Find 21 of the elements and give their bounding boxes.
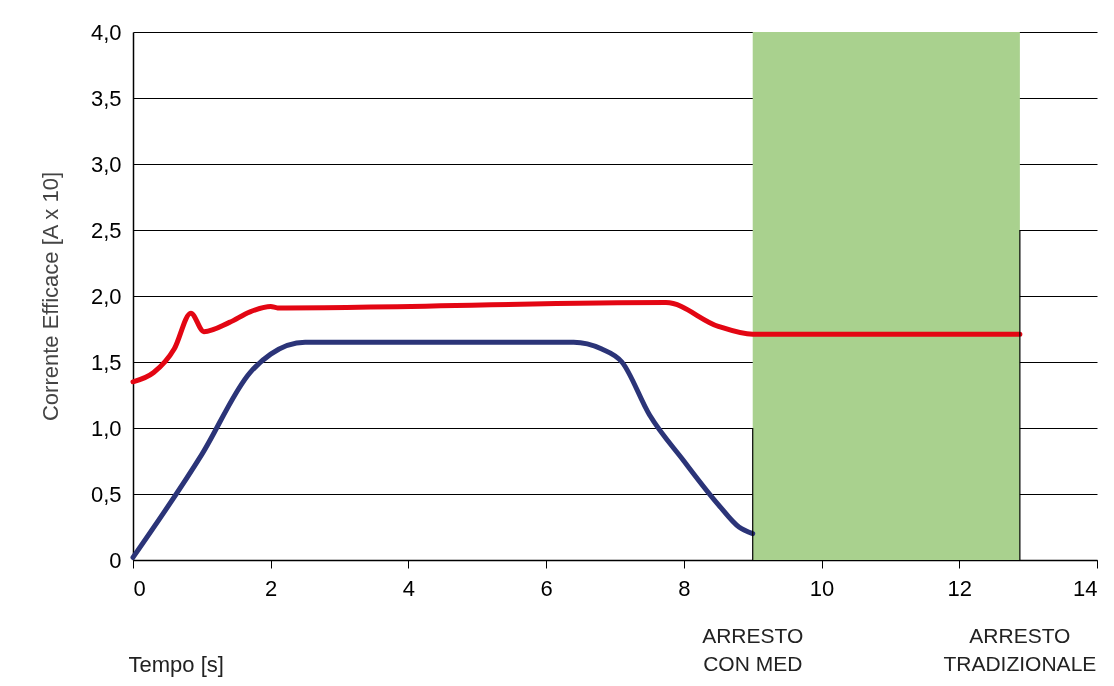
x-tick-label: 8 bbox=[678, 575, 691, 601]
y-axis-title: Corrente Efficace [A x 10] bbox=[37, 171, 63, 422]
x-tick-label: 12 bbox=[947, 575, 973, 601]
x-tick-label: 4 bbox=[402, 575, 416, 601]
x-tick-label: 10 bbox=[809, 575, 835, 601]
text: ARRESTO TRADIZIONALE bbox=[943, 624, 1097, 675]
y-tick-label: 0,5 bbox=[90, 481, 122, 507]
y-tick-label: 3,0 bbox=[90, 151, 122, 177]
y-tick-label: 3,5 bbox=[90, 85, 122, 111]
y-tick-label: 2,5 bbox=[90, 217, 122, 243]
x-axis-title: Tempo [s] bbox=[128, 651, 224, 677]
x-tick-label: 6 bbox=[540, 575, 553, 601]
text: ARRESTO CON MED bbox=[702, 624, 804, 675]
y-tick-label: 1,5 bbox=[90, 349, 122, 375]
x-tick-label: 2 bbox=[265, 575, 278, 601]
x-tick-label: 14 bbox=[1073, 575, 1098, 601]
y-tick-label: 0 bbox=[109, 547, 122, 573]
y-tick-label: 1,0 bbox=[90, 415, 122, 441]
y-tick-label: 2,0 bbox=[90, 283, 122, 309]
x-tick-label: 0 bbox=[133, 575, 146, 601]
y-tick-label: 4,0 bbox=[90, 19, 122, 45]
